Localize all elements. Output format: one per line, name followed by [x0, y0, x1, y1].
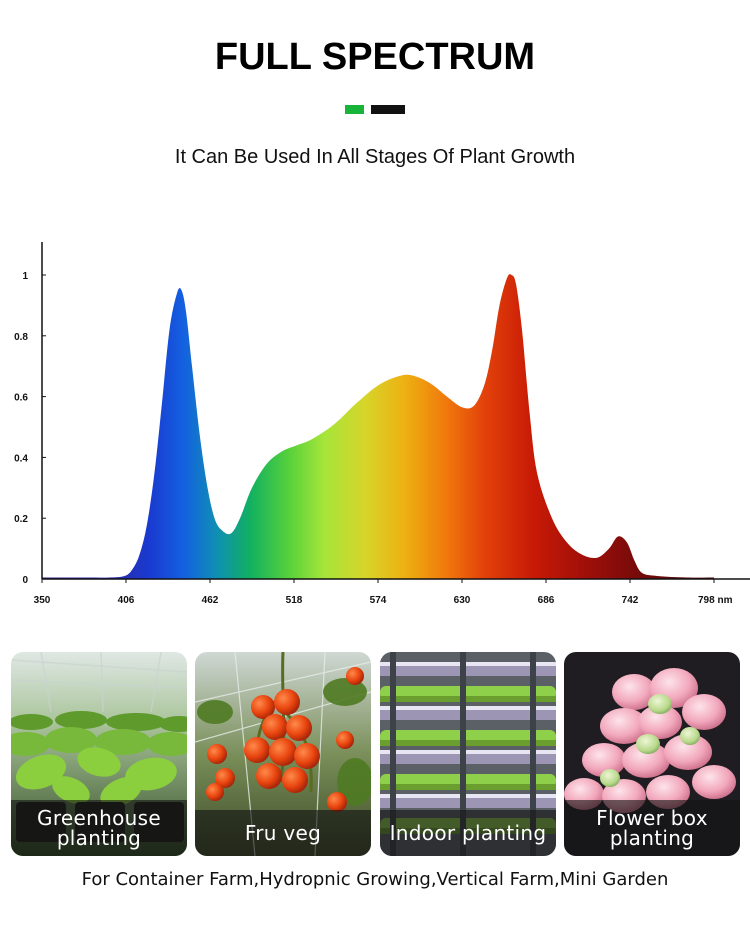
y-tick-label: 0.2	[14, 514, 28, 525]
card-greenhouse-planting: Greenhouse planting	[11, 652, 187, 856]
card-caption: Fru veg	[244, 821, 322, 845]
card-flower-box-planting: Flower box planting	[564, 652, 740, 856]
y-tick-label: 0.6	[14, 393, 28, 404]
page-title: FULL SPECTRUM	[214, 36, 536, 78]
y-tick-label: 1	[22, 271, 28, 282]
usage-footer: For Container Farm,Hydropnic Growing,Ver…	[81, 869, 669, 890]
y-tick-label: 0	[22, 575, 28, 586]
spectrum-area	[42, 274, 714, 579]
card-caption: Greenhouse planting	[37, 806, 161, 850]
x-tick-label: 350	[34, 595, 51, 606]
accent-bar-green	[345, 105, 364, 114]
card-fru-veg: Fru veg	[195, 652, 371, 856]
x-tick-label: 742	[622, 595, 639, 606]
accent-bar-black	[371, 105, 405, 114]
x-tick-label: 630	[454, 595, 471, 606]
x-tick-label: 798 nm	[698, 595, 733, 606]
y-tick-label: 0.4	[14, 453, 28, 464]
x-tick-label: 574	[370, 595, 387, 606]
card-caption-bar: Greenhouse planting	[11, 800, 187, 856]
card-caption-bar: Flower box planting	[564, 800, 740, 856]
x-tick-label: 518	[286, 595, 303, 606]
card-caption: Indoor planting	[389, 821, 547, 845]
page-subtitle: It Can Be Used In All Stages Of Plant Gr…	[174, 146, 576, 168]
card-indoor-planting: Indoor planting	[380, 652, 556, 856]
card-caption-bar: Fru veg	[195, 810, 371, 856]
y-tick-label: 0.8	[14, 332, 28, 343]
x-tick-label: 462	[202, 595, 219, 606]
card-caption-bar: Indoor planting	[380, 810, 556, 856]
x-tick-label: 406	[118, 595, 135, 606]
card-caption: Flower box planting	[596, 806, 708, 850]
application-cards: Greenhouse planting	[0, 652, 750, 856]
spectrum-chart: 0 0.2 0.4 0.6 0.8 1 350 406 462 518 574 630 686 742 79…	[14, 242, 750, 606]
x-tick-label: 686	[538, 595, 555, 606]
